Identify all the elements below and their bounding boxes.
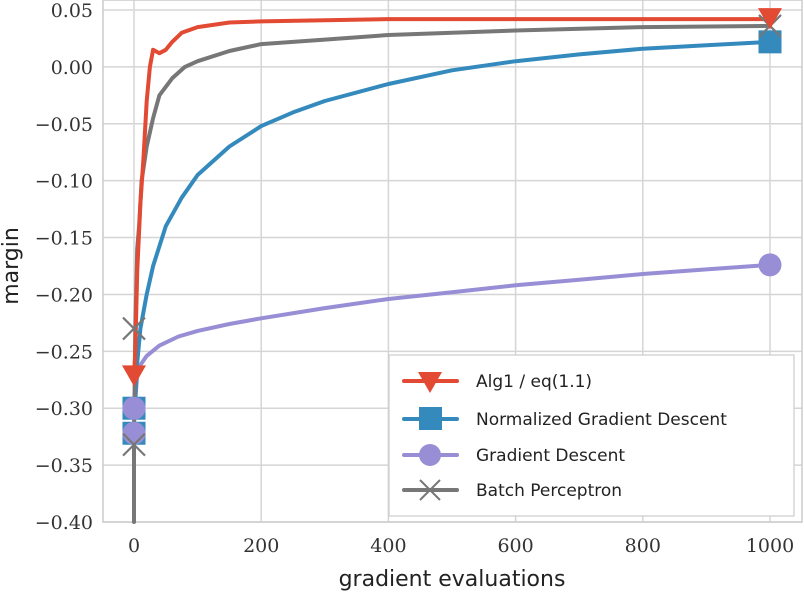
y-axis-ticks: 0.05 0.00 −0.05 −0.10 −0.15 −0.20 −0.25 −0.30 −0…: [35, 0, 93, 534]
circle-icon: [419, 444, 441, 466]
y-tick-label: −0.25: [35, 341, 93, 363]
legend-label-gd: Gradient Descent: [476, 446, 625, 466]
series-lines: [132, 17, 772, 524]
circle-marker: [758, 253, 782, 277]
plot-area: [102, 0, 803, 523]
y-tick-label: −0.05: [35, 114, 93, 136]
triangle-down-icon: [418, 372, 442, 393]
series-line: [132, 262, 772, 422]
y-tick-label: −0.40: [35, 512, 93, 534]
series-line: [132, 39, 772, 422]
y-tick-label: −0.15: [35, 228, 93, 250]
square-marker: [758, 30, 782, 54]
x-mark-icon: [419, 479, 441, 501]
x-tick-label: 600: [497, 535, 533, 557]
legend: Alg1 / eq(1.1) Normalized Gradient Desce…: [388, 354, 795, 517]
legend-item-gd: Gradient Descent: [402, 444, 625, 466]
series-markers: [122, 8, 782, 457]
legend-label-batch-perceptron: Batch Perceptron: [476, 481, 622, 501]
y-tick-label: 0.00: [51, 57, 93, 79]
triangle-down-marker: [758, 8, 782, 30]
legend-item-batch-perceptron: Batch Perceptron: [402, 479, 622, 501]
x-tick-label: 1000: [746, 535, 794, 557]
legend-label-normalized-gd: Normalized Gradient Descent: [476, 410, 727, 430]
y-tick-label: −0.20: [35, 284, 93, 306]
triangle-down-marker: [122, 365, 146, 387]
y-tick-label: −0.35: [35, 455, 93, 477]
y-tick-label: −0.10: [35, 171, 93, 193]
legend-item-normalized-gd: Normalized Gradient Descent: [402, 407, 727, 430]
y-axis-label: margin: [0, 227, 24, 305]
x-tick-label: 200: [243, 535, 279, 557]
legend-item-alg1: Alg1 / eq(1.1): [402, 372, 592, 393]
x-tick-label: 800: [625, 535, 661, 557]
x-axis-label: gradient evaluations: [339, 567, 566, 592]
x-tick-label: 0: [128, 535, 140, 557]
x-marker: [122, 432, 146, 457]
x-marker: [122, 316, 146, 341]
circle-marker: [122, 396, 146, 420]
x-axis-ticks: 0 200 400 600 800 1000: [128, 535, 794, 557]
square-icon: [419, 407, 442, 430]
circle-marker: [122, 421, 146, 445]
legend-label-alg1: Alg1 / eq(1.1): [476, 372, 592, 392]
y-tick-label: 0.05: [51, 0, 93, 22]
y-tick-label: −0.30: [35, 398, 93, 420]
x-tick-label: 400: [370, 535, 406, 557]
series-line: [132, 17, 772, 379]
